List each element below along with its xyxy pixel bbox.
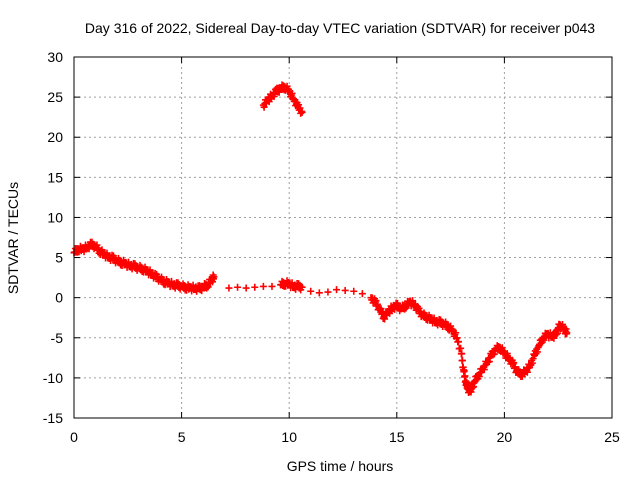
y-tick-label: -5: [51, 330, 64, 346]
tick-labels: 0 5 10 15 20 25 -15 -10 -5 0 5 10 15 20 25 30: [43, 49, 620, 445]
data-point: [242, 284, 250, 292]
y-tick-label: 15: [47, 169, 63, 185]
x-tick-label: 25: [604, 429, 620, 445]
data-points: [70, 81, 571, 397]
data-point: [563, 329, 571, 337]
x-tick-label: 0: [70, 429, 78, 445]
y-tick-label: 5: [55, 250, 63, 266]
data-point: [324, 288, 332, 296]
data-point: [458, 356, 466, 364]
y-axis-label: SDTVAR / TECUs: [5, 182, 21, 294]
y-tick-label: -15: [43, 410, 63, 426]
chart-title: Day 316 of 2022, Sidereal Day-to-day VTE…: [85, 20, 595, 36]
data-point: [333, 286, 341, 294]
y-tick-label: 0: [55, 290, 63, 306]
x-tick-label: 20: [497, 429, 513, 445]
data-point: [210, 273, 218, 281]
y-tick-label: 10: [47, 209, 63, 225]
data-point: [298, 283, 306, 291]
y-tick-label: 20: [47, 129, 63, 145]
data-point: [234, 283, 242, 291]
data-point: [251, 283, 259, 291]
axis-ticks: [73, 56, 613, 419]
data-point: [259, 282, 267, 290]
data-point: [458, 350, 466, 358]
data-point: [298, 108, 306, 116]
data-point: [307, 287, 315, 295]
y-tick-label: 30: [47, 49, 63, 65]
plot-frame: [73, 56, 613, 419]
x-tick-label: 15: [389, 429, 405, 445]
data-point: [225, 284, 233, 292]
x-tick-label: 10: [281, 429, 297, 445]
data-point: [358, 290, 366, 298]
data-point: [454, 338, 462, 346]
data-point: [268, 282, 276, 290]
y-tick-label: 25: [47, 89, 63, 105]
data-point: [350, 287, 358, 295]
y-tick-label: -10: [43, 370, 63, 386]
data-point: [341, 286, 349, 294]
x-tick-label: 5: [178, 429, 186, 445]
x-axis-label: GPS time / hours: [287, 458, 394, 474]
data-point: [315, 289, 323, 297]
